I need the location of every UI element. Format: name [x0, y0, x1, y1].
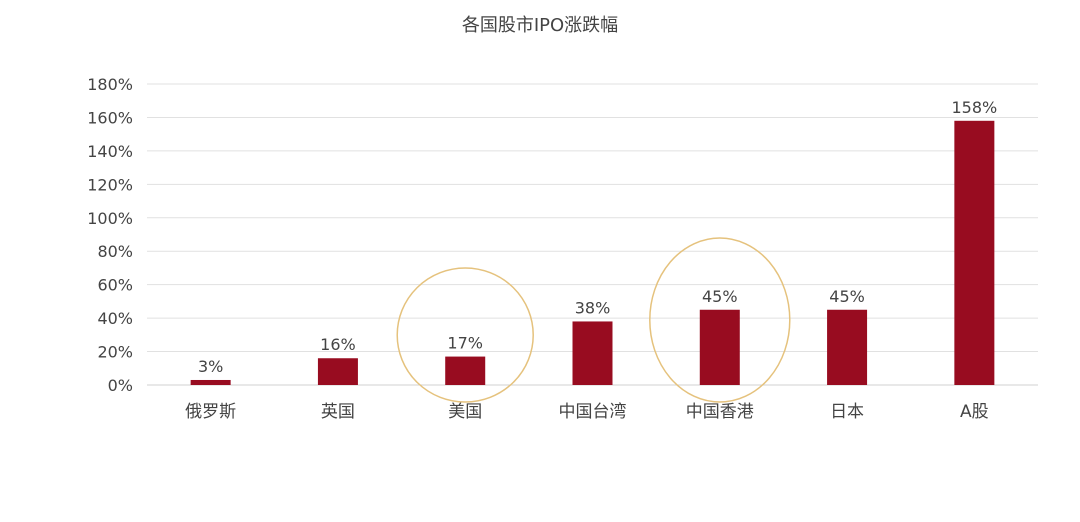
y-tick-label: 20%: [97, 343, 133, 362]
data-label: 17%: [447, 334, 483, 353]
y-tick-label: 60%: [97, 276, 133, 295]
x-tick-label: 英国: [321, 402, 355, 422]
data-labels: 3% 16% 17% 38% 45% 45% 158%: [198, 98, 997, 376]
y-tick-label: 180%: [87, 75, 133, 94]
y-tick-label: 120%: [87, 175, 133, 194]
bar: [699, 309, 740, 385]
bar: [572, 321, 613, 385]
x-tick-label: 中国香港: [686, 402, 754, 422]
x-tick-label: A股: [960, 402, 989, 422]
data-label: 158%: [951, 98, 997, 117]
y-axis-tick-labels: 0% 20% 40% 60% 80% 100% 120% 140% 160% 180%: [87, 75, 133, 395]
y-tick-label: 160%: [87, 108, 133, 127]
x-axis-tick-labels: 俄罗斯 英国 美国 中国台湾 中国香港 日本 A股: [185, 402, 989, 422]
y-tick-label: 140%: [87, 142, 133, 161]
bar: [317, 358, 358, 385]
data-label: 38%: [575, 298, 611, 317]
y-tick-label: 80%: [97, 242, 133, 261]
bar: [827, 309, 868, 385]
data-label: 45%: [702, 287, 738, 306]
chart-title: 各国股市IPO涨跌幅: [461, 15, 619, 36]
x-tick-label: 中国台湾: [559, 402, 627, 422]
bar: [445, 356, 486, 385]
bar: [954, 120, 995, 386]
highlight-ring: [396, 267, 534, 403]
y-tick-label: 40%: [97, 309, 133, 328]
x-tick-label: 俄罗斯: [185, 402, 236, 422]
bar: [190, 379, 231, 385]
bars: [190, 120, 995, 386]
data-label: 3%: [198, 357, 223, 376]
data-label: 45%: [829, 287, 865, 306]
x-tick-label: 日本: [830, 402, 864, 422]
y-tick-label: 100%: [87, 209, 133, 228]
x-tick-label: 美国: [448, 402, 482, 422]
y-tick-label: 0%: [108, 376, 133, 395]
data-label: 16%: [320, 335, 356, 354]
highlight-ring: [649, 237, 791, 403]
highlight-rings: [396, 237, 791, 403]
